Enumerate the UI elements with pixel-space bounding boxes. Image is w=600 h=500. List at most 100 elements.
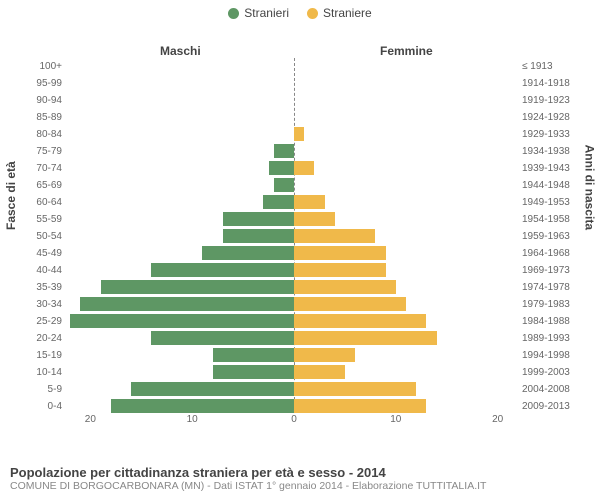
pyramid-row <box>70 110 518 124</box>
pyramid-row <box>70 365 518 379</box>
birth-label: 1929-1933 <box>522 126 580 143</box>
age-label: 50-54 <box>20 228 62 245</box>
bar-male <box>151 263 294 277</box>
bar-female <box>294 331 437 345</box>
bar-male <box>111 399 294 413</box>
bar-female <box>294 195 325 209</box>
pyramid-row <box>70 127 518 141</box>
age-label: 30-34 <box>20 296 62 313</box>
x-tick: 20 <box>85 414 96 425</box>
birth-label: 1924-1928 <box>522 109 580 126</box>
pyramid-row <box>70 246 518 260</box>
legend: Stranieri Straniere <box>0 0 600 20</box>
bar-female <box>294 365 345 379</box>
birth-labels: ≤ 19131914-19181919-19231924-19281929-19… <box>522 58 580 415</box>
caption: Popolazione per cittadinanza straniera p… <box>0 459 600 500</box>
bar-male <box>202 246 294 260</box>
birth-label: 1979-1983 <box>522 296 580 313</box>
y-axis-label-left: Fasce di età <box>4 161 18 230</box>
age-label: 75-79 <box>20 143 62 160</box>
bar-male <box>80 297 294 311</box>
age-label: 40-44 <box>20 262 62 279</box>
bar-male <box>151 331 294 345</box>
birth-label: 1939-1943 <box>522 160 580 177</box>
bar-male <box>263 195 294 209</box>
legend-label-male: Stranieri <box>244 6 289 20</box>
bar-male <box>223 229 294 243</box>
bar-female <box>294 348 355 362</box>
age-label: 25-29 <box>20 313 62 330</box>
bar-male <box>213 365 294 379</box>
pyramid-row <box>70 331 518 345</box>
pyramid-row <box>70 263 518 277</box>
age-label: 45-49 <box>20 245 62 262</box>
bar-male <box>101 280 294 294</box>
bar-male <box>274 144 294 158</box>
birth-label: 1944-1948 <box>522 177 580 194</box>
age-label: 35-39 <box>20 279 62 296</box>
pyramid-row <box>70 297 518 311</box>
bar-female <box>294 263 386 277</box>
age-label: 100+ <box>20 58 62 75</box>
pyramid-row <box>70 280 518 294</box>
x-tick: 10 <box>187 414 198 425</box>
birth-label: 2009-2013 <box>522 398 580 415</box>
bar-male <box>274 178 294 192</box>
pyramid-row <box>70 161 518 175</box>
pyramid-row <box>70 93 518 107</box>
x-tick: 20 <box>492 414 503 425</box>
age-label: 80-84 <box>20 126 62 143</box>
pyramid-chart: Maschi Femmine Fasce di età Anni di nasc… <box>0 20 600 440</box>
caption-title: Popolazione per cittadinanza straniera p… <box>10 465 590 480</box>
bar-male <box>70 314 294 328</box>
legend-item-male: Stranieri <box>228 6 289 20</box>
pyramid-row <box>70 76 518 90</box>
pyramid-row <box>70 178 518 192</box>
legend-swatch-male <box>228 8 239 19</box>
x-tick: 10 <box>390 414 401 425</box>
legend-label-female: Straniere <box>323 6 372 20</box>
age-label: 85-89 <box>20 109 62 126</box>
pyramid-row <box>70 59 518 73</box>
birth-label: 1959-1963 <box>522 228 580 245</box>
bar-male <box>131 382 294 396</box>
bar-female <box>294 127 304 141</box>
birth-label: 2004-2008 <box>522 381 580 398</box>
x-axis: 20 10 0 10 20 <box>70 414 518 428</box>
pyramid-row <box>70 348 518 362</box>
age-labels: 100+95-9990-9485-8980-8475-7970-7465-696… <box>20 58 62 415</box>
birth-label: 1919-1923 <box>522 92 580 109</box>
pyramid-row <box>70 399 518 413</box>
bar-male <box>269 161 294 175</box>
age-label: 20-24 <box>20 330 62 347</box>
age-label: 95-99 <box>20 75 62 92</box>
caption-sub: COMUNE DI BORGOCARBONARA (MN) - Dati IST… <box>10 480 590 492</box>
header-female: Femmine <box>380 44 433 58</box>
pyramid-row <box>70 195 518 209</box>
age-label: 15-19 <box>20 347 62 364</box>
bar-male <box>213 348 294 362</box>
birth-label: 1974-1978 <box>522 279 580 296</box>
age-label: 10-14 <box>20 364 62 381</box>
birth-label: 1984-1988 <box>522 313 580 330</box>
pyramid-row <box>70 212 518 226</box>
header-male: Maschi <box>160 44 201 58</box>
bar-female <box>294 297 406 311</box>
pyramid-row <box>70 144 518 158</box>
age-label: 0-4 <box>20 398 62 415</box>
y-axis-label-right: Anni di nascita <box>582 145 596 230</box>
legend-swatch-female <box>307 8 318 19</box>
age-label: 70-74 <box>20 160 62 177</box>
age-label: 60-64 <box>20 194 62 211</box>
birth-label: 1914-1918 <box>522 75 580 92</box>
birth-label: 1969-1973 <box>522 262 580 279</box>
birth-label: 1994-1998 <box>522 347 580 364</box>
bar-female <box>294 314 426 328</box>
pyramid-row <box>70 382 518 396</box>
x-tick: 0 <box>291 414 297 425</box>
bar-female <box>294 246 386 260</box>
age-label: 90-94 <box>20 92 62 109</box>
bar-female <box>294 229 375 243</box>
birth-label: 1949-1953 <box>522 194 580 211</box>
birth-label: 1989-1993 <box>522 330 580 347</box>
